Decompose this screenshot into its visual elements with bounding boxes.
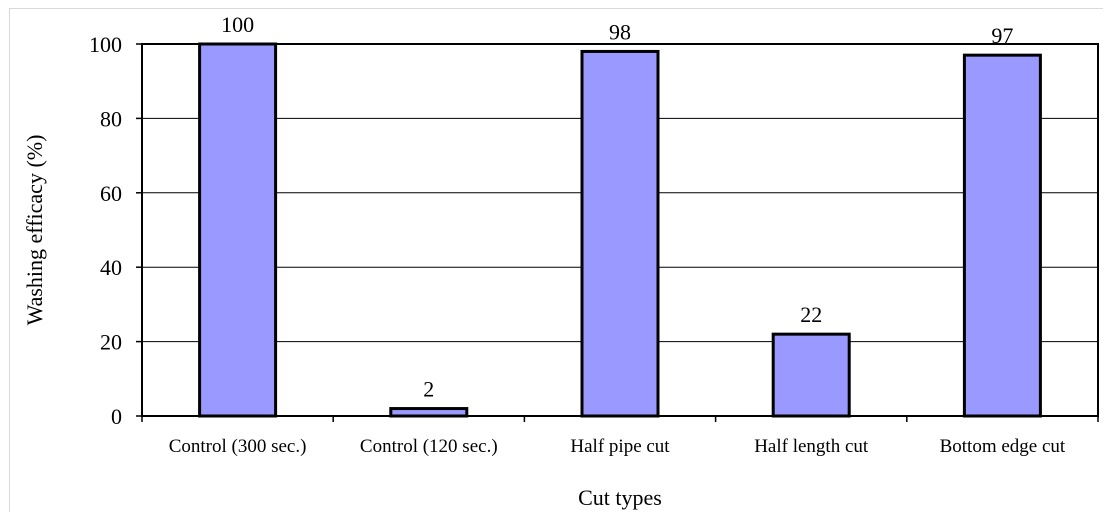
y-tick-label: 40 (100, 255, 122, 280)
y-tick-label: 20 (100, 330, 122, 355)
y-axis-ticks: 0 20 40 60 80 100 (89, 32, 142, 429)
data-label: 22 (800, 302, 822, 327)
data-label: 98 (609, 19, 631, 44)
x-tick-label: Half length cut (754, 436, 869, 457)
bar (198, 42, 278, 418)
x-axis-title: Cut types (578, 485, 662, 510)
x-axis-ticks: Control (300 sec.) Control (120 sec.) Half… (141, 416, 1099, 457)
x-tick-label: Half pipe cut (570, 436, 670, 457)
chart-frame (9, 8, 1103, 512)
bar (771, 332, 851, 418)
data-label: 100 (221, 12, 254, 37)
y-tick-label: 60 (100, 181, 122, 206)
y-axis-title: Washing efficacy (%) (22, 135, 47, 326)
bar (389, 407, 469, 418)
x-tick-label: Control (300 sec.) (169, 436, 307, 457)
y-tick-label: 80 (100, 106, 122, 131)
bar (580, 49, 660, 418)
x-tick-label: Control (120 sec.) (360, 436, 498, 457)
bars (198, 42, 1042, 418)
data-labels: 100 2 98 22 97 (221, 12, 1013, 402)
data-label: 97 (991, 23, 1013, 48)
bar (962, 53, 1042, 418)
x-tick-label: Bottom edge cut (940, 436, 1066, 457)
y-tick-label: 100 (89, 32, 122, 57)
y-tick-label: 0 (111, 404, 122, 429)
data-label: 2 (423, 377, 434, 402)
